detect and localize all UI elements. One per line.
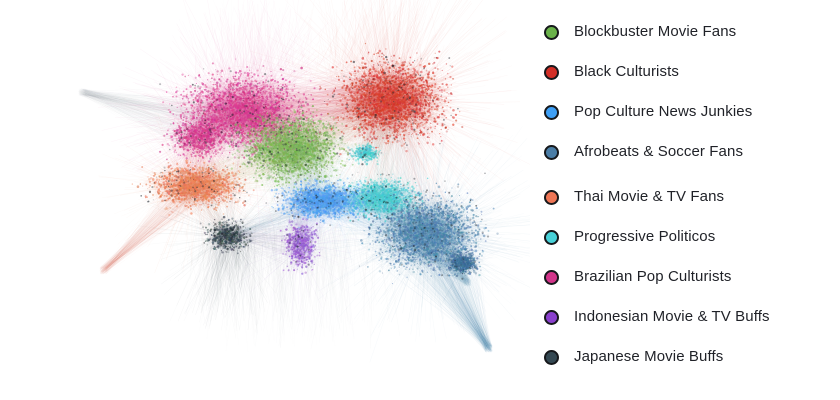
legend-label: Progressive Politicos: [574, 228, 716, 245]
legend-item: Thai Movie & TV Fans: [544, 177, 770, 217]
legend-item: Progressive Politicos: [544, 217, 770, 257]
legend-label: Thai Movie & TV Fans: [574, 188, 725, 205]
legend-swatch-icon: [544, 309, 559, 325]
legend-label: Black Culturists: [574, 63, 679, 80]
legend-swatch-icon: [544, 269, 559, 285]
network-graph-canvas: [0, 0, 530, 400]
legend-swatch-icon: [544, 144, 559, 160]
legend-swatch-icon: [544, 24, 559, 40]
legend-item: Blockbuster Movie Fans: [544, 12, 770, 52]
legend-label: Brazilian Pop Culturists: [574, 268, 732, 285]
legend-swatch-icon: [544, 104, 559, 120]
legend-label: Blockbuster Movie Fans: [574, 23, 737, 40]
legend-item: Afrobeats & Soccer Fans: [544, 132, 770, 172]
legend-label: Japanese Movie Buffs: [574, 348, 724, 365]
legend-item: Pop Culture News Junkies: [544, 92, 770, 132]
legend-item: Black Culturists: [544, 52, 770, 92]
legend-swatch-icon: [544, 229, 559, 245]
legend-swatch-icon: [544, 349, 559, 365]
legend-item: Japanese Movie Buffs: [544, 337, 770, 377]
legend-label: Indonesian Movie & TV Buffs: [574, 308, 770, 325]
legend-item: Brazilian Pop Culturists: [544, 257, 770, 297]
legend-label: Afrobeats & Soccer Fans: [574, 143, 744, 160]
legend-label: Pop Culture News Junkies: [574, 103, 753, 120]
legend-swatch-icon: [544, 189, 559, 205]
legend-swatch-icon: [544, 64, 559, 80]
legend-item: Indonesian Movie & TV Buffs: [544, 297, 770, 337]
legend: Blockbuster Movie Fans Black Culturists …: [544, 12, 770, 377]
